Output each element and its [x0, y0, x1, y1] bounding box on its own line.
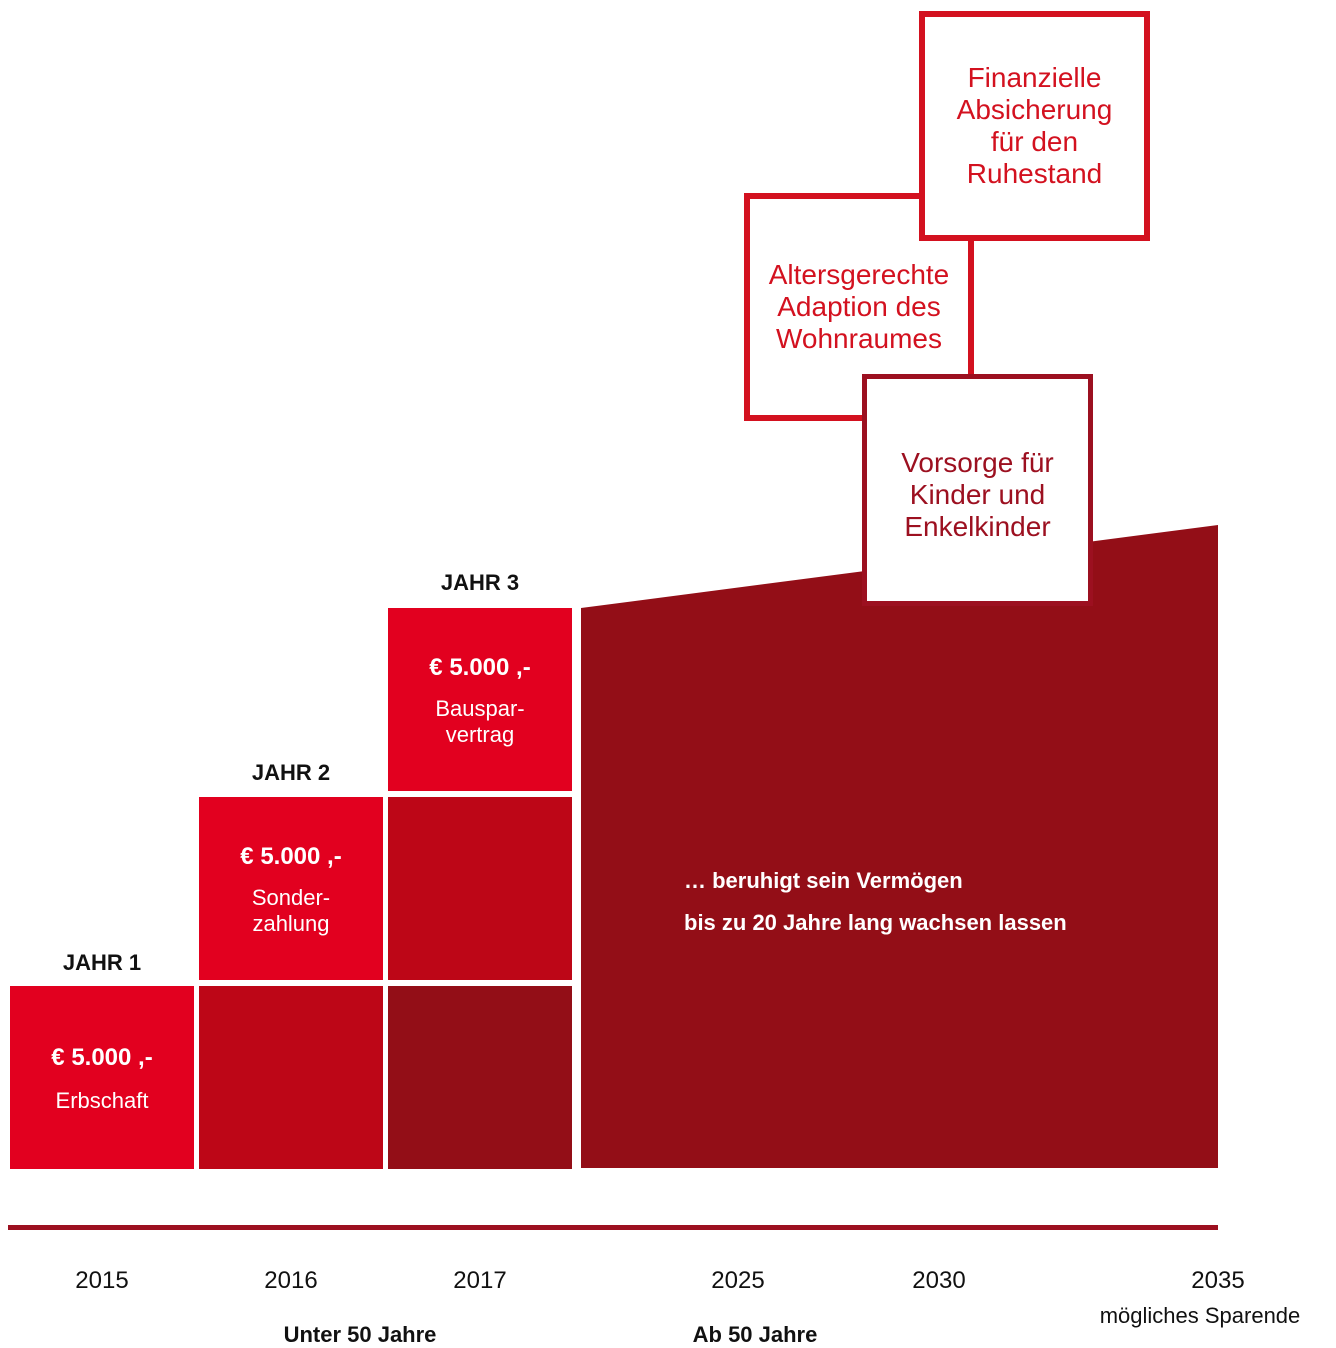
step-1-amount: € 5.000 ,- — [51, 1044, 153, 1071]
growth-text-line-2: bis zu 20 Jahre lang wachsen lassen — [684, 910, 1067, 935]
step-2-block: € 5.000 ,- Sonder- zahlung — [199, 797, 383, 980]
growth-area — [581, 525, 1218, 1168]
group-label-from-50: Ab 50 Jahre — [692, 1322, 818, 1347]
growth-text: … beruhigt sein Vermögen bis zu 20 Jahre… — [684, 860, 1067, 944]
step-1-description: Erbschaft — [55, 1088, 149, 1113]
step-2-description: Sonder- zahlung — [251, 885, 331, 936]
goal-provision-text: Vorsorge für Kinder und Enkelkinder — [901, 447, 1054, 542]
year-2017: 2017 — [453, 1267, 507, 1294]
goal-adaption-text: Altersgerechte Adaption des Wohnraumes — [768, 259, 950, 354]
step-2-heading: JAHR 2 — [251, 760, 331, 785]
year-2015: 2015 — [75, 1267, 129, 1294]
step-2-carry-block — [199, 986, 383, 1169]
goal-retirement-text: Finanzielle Absicherung für den Ruhestan… — [956, 62, 1113, 189]
timeline-axis — [8, 1225, 1218, 1230]
step-3-description: Bauspar- vertrag — [435, 696, 525, 747]
year-2025: 2025 — [711, 1267, 765, 1294]
year-2035: 2035 — [1191, 1267, 1245, 1294]
year-2030: 2030 — [912, 1267, 966, 1294]
end-note: mögliches Sparende — [1099, 1303, 1301, 1328]
goal-retirement-box: Finanzielle Absicherung für den Ruhestan… — [919, 11, 1150, 241]
step-2-amount: € 5.000 ,- — [240, 843, 342, 870]
year-2016: 2016 — [264, 1267, 318, 1294]
step-3-carry-block-upper — [388, 797, 572, 980]
step-3-amount: € 5.000 ,- — [429, 654, 531, 681]
step-1-block: € 5.000 ,- Erbschaft — [10, 986, 194, 1169]
step-1-heading: JAHR 1 — [62, 950, 142, 975]
step-3-block: € 5.000 ,- Bauspar- vertrag — [388, 608, 572, 791]
step-3-carry-block-lower — [388, 986, 572, 1169]
goal-provision-box: Vorsorge für Kinder und Enkelkinder — [862, 374, 1093, 606]
step-3-heading: JAHR 3 — [440, 570, 520, 595]
group-label-under-50: Unter 50 Jahre — [283, 1322, 437, 1347]
growth-text-line-1: … beruhigt sein Vermögen — [684, 868, 963, 893]
